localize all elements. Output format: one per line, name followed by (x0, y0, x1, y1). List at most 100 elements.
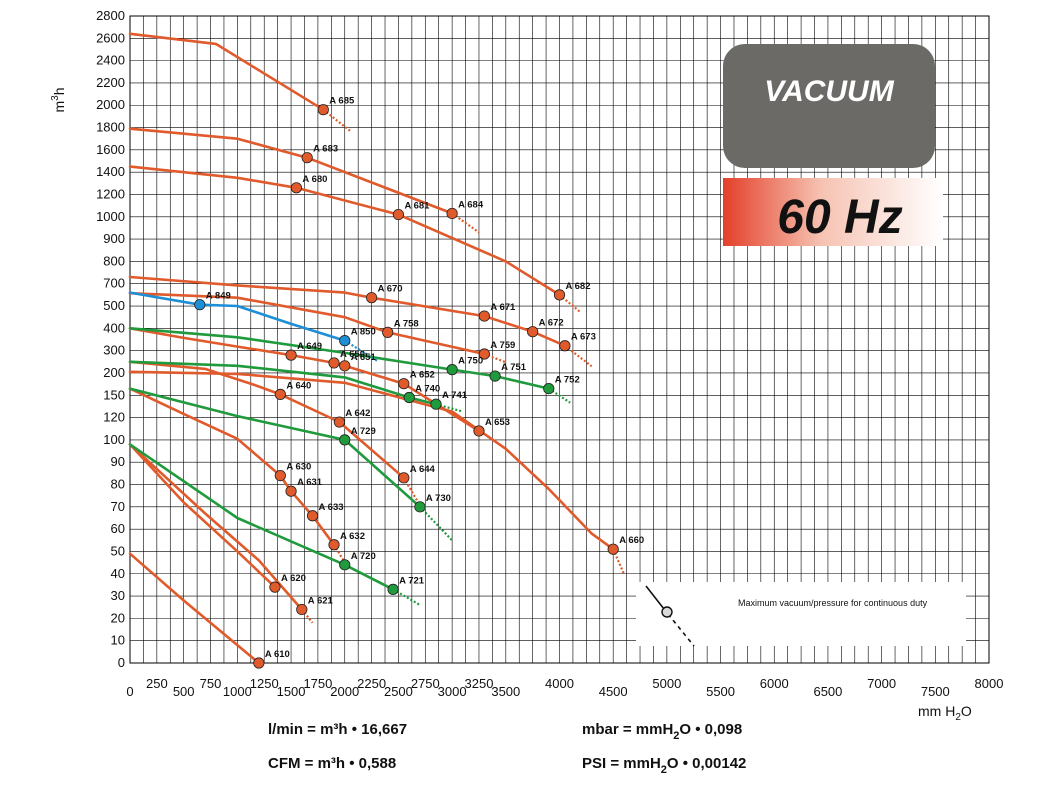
series-line-a-681 (295, 186, 400, 216)
y-tick-label: 80 (111, 477, 125, 492)
y-tick-label: 300 (103, 343, 125, 358)
y-tick-label: 120 (103, 410, 125, 425)
axis-ticks: 0 10 20 30 40 50 60 70 80 90 100 120 150 200 300 400 500… (96, 8, 1003, 699)
x-tick-label: 0 (126, 684, 133, 699)
x-tick-label: 4000 (545, 676, 574, 691)
series-label: A 650 (340, 349, 365, 360)
series-marker-a-741 (430, 398, 442, 410)
x-tick-label: 2750 (411, 676, 440, 691)
series-marker-a-633 (306, 510, 319, 522)
y-tick-label: 150 (103, 387, 125, 402)
y-tick-label: 2200 (96, 75, 125, 90)
series-line-a-720 (128, 443, 347, 567)
series-label: A 684 (458, 199, 484, 210)
y-tick-label: 500 (103, 298, 125, 313)
series-marker-a-673 (559, 340, 571, 352)
series-marker-a-759 (478, 348, 490, 360)
series-marker-a-729 (339, 434, 351, 446)
y-tick-label: 30 (111, 588, 125, 603)
series-label: A 633 (319, 502, 344, 513)
series-extension-a-685 (322, 108, 351, 132)
series-line-a-650 (289, 353, 336, 365)
x-tick-label: 5000 (652, 676, 681, 691)
series-label: A 721 (399, 575, 425, 586)
x-tick-label: 3500 (491, 684, 520, 699)
y-tick-label: 1800 (96, 120, 125, 135)
series-label: A 642 (345, 408, 370, 419)
plot-frame (129, 15, 990, 664)
series-line-a-680 (128, 165, 298, 190)
series-line-a-682 (397, 213, 561, 297)
series-label: A 730 (426, 493, 451, 504)
series-label: A 652 (410, 370, 435, 381)
series-label: A 682 (566, 281, 591, 292)
series-label: A 729 (351, 426, 376, 437)
x-tick-label: 7000 (867, 676, 896, 691)
y-tick-label: 100 (103, 432, 125, 447)
vacuum-badge-text: VACUUM (764, 75, 894, 108)
y-tick-label: 50 (111, 543, 125, 558)
y-tick-label: 60 (111, 521, 125, 536)
y-tick-label: 0 (118, 655, 125, 670)
series-line-a-684 (305, 156, 454, 215)
y-tick-label: 2600 (96, 30, 125, 45)
series-label: A 621 (308, 595, 334, 606)
y-tick-label: 70 (111, 499, 125, 514)
series-marker-a-750 (446, 364, 458, 376)
series-marker-a-721 (387, 583, 399, 595)
series-extension-a-673 (564, 344, 593, 368)
y-tick-label: 400 (103, 320, 125, 335)
x-tick-label: 2500 (384, 684, 413, 699)
series-label: A 685 (329, 96, 355, 107)
series-marker-a-631 (285, 485, 297, 497)
y-tick-label: 1400 (96, 164, 125, 179)
x-tick-label: 7500 (921, 684, 950, 699)
x-tick-label: 6500 (813, 684, 842, 699)
series-label: A 720 (351, 551, 376, 562)
series-label: A 741 (442, 390, 468, 401)
series-label: A 649 (297, 341, 322, 352)
series-line-a-632 (311, 514, 336, 547)
x-tick-label: 5500 (706, 684, 735, 699)
frequency-badge-text: 60 Hz (777, 191, 902, 244)
y-tick-label: 2400 (96, 53, 125, 68)
series-marker-a-681 (392, 208, 405, 221)
y-tick-label: 90 (111, 454, 125, 469)
series-marker-a-730 (414, 501, 426, 513)
series-line-a-685 (128, 32, 325, 111)
x-tick-label: 1750 (303, 676, 332, 691)
frequency-badge: 60 Hz (723, 178, 943, 246)
series-extension-a-621 (300, 608, 314, 624)
series-line-a-750 (128, 327, 454, 371)
series-line-a-683 (128, 127, 309, 159)
series-marker-a-649 (285, 349, 297, 361)
conversion-formulas: l/min = m³h • 16,667 CFM = m³h • 0,588 m… (268, 721, 746, 776)
y-tick-label: 10 (111, 633, 125, 648)
series-line-a-758 (128, 291, 389, 334)
series-marker-a-850 (339, 335, 351, 347)
series-marker-a-621 (296, 603, 308, 616)
x-tick-label: 8000 (975, 676, 1004, 691)
series-label: A 683 (313, 144, 338, 155)
series-marker-a-670 (365, 292, 378, 304)
series-label: A 751 (501, 362, 527, 373)
series-line-a-610 (128, 552, 261, 665)
y-tick-label: 2800 (96, 8, 125, 23)
series-label: A 630 (286, 462, 311, 473)
series-label: A 680 (302, 174, 327, 185)
series-marker-a-720 (339, 559, 351, 571)
series-line-a-644 (338, 420, 406, 480)
y-tick-label: 700 (103, 276, 125, 291)
y-tick-label: 2000 (96, 97, 125, 112)
series-marker-a-671 (478, 310, 490, 322)
y-tick-label: 1200 (96, 186, 125, 201)
series-marker-a-685 (317, 104, 329, 116)
series-label: A 631 (297, 477, 323, 488)
series-marker-a-650 (328, 357, 340, 369)
y-tick-label: 900 (103, 231, 125, 246)
series-line-a-729 (128, 387, 347, 442)
series-marker-a-660 (607, 543, 619, 555)
series-label: A 849 (206, 291, 231, 302)
y-tick-label: 1600 (96, 142, 125, 157)
